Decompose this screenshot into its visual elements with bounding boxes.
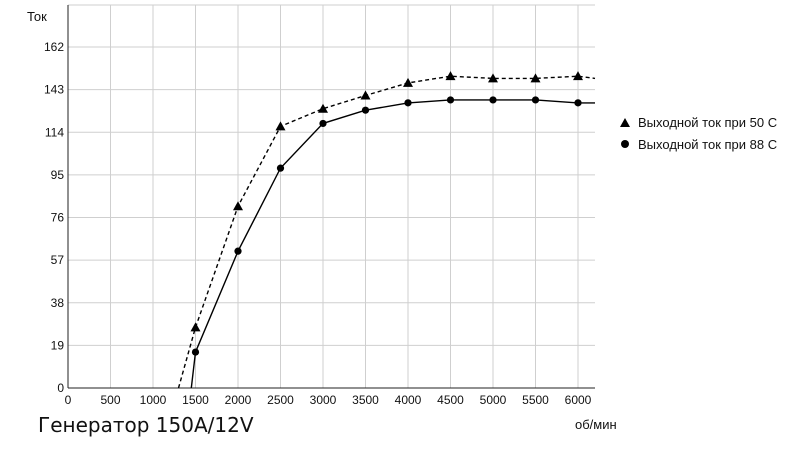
axes xyxy=(67,5,595,389)
data-point-circle xyxy=(191,348,200,356)
series-line-2 xyxy=(190,99,595,389)
legend-item-88c: Выходной ток при 88 С xyxy=(621,137,777,152)
x-tick-label: 1000 xyxy=(140,393,167,407)
x-tick-label: 5500 xyxy=(522,393,549,407)
data-point-triangle xyxy=(403,77,413,87)
data-point-circle xyxy=(319,119,327,128)
data-point-triangle xyxy=(233,201,243,211)
x-tick-label: 1500 xyxy=(182,393,209,407)
y-tick-labels: 0 19 38 57 76 95 114 143 162 xyxy=(44,40,64,395)
legend-label-88c: Выходной ток при 88 С xyxy=(638,137,777,152)
data-point-circle xyxy=(361,106,370,114)
data-point-triangle xyxy=(360,90,371,100)
x-tick-label: 5000 xyxy=(480,393,507,407)
data-point-triangle xyxy=(488,73,498,83)
legend: Выходной ток при 50 С Выходной ток при 8… xyxy=(620,115,777,152)
legend-label-50c: Выходной ток при 50 С xyxy=(638,115,777,130)
x-tick-label: 3500 xyxy=(352,393,379,407)
data-point-circle xyxy=(276,164,285,172)
data-point-triangle xyxy=(573,71,583,81)
x-tick-label: 0 xyxy=(65,393,72,407)
data-point-triangle xyxy=(445,71,456,81)
x-tick-label: 4500 xyxy=(437,393,464,407)
data-point-circle xyxy=(489,96,497,104)
data-point-triangle xyxy=(530,73,541,83)
data-point-triangle xyxy=(318,103,328,113)
data-point-triangle xyxy=(275,121,286,131)
x-tick-label: 2500 xyxy=(267,393,294,407)
x-tick-label: 6000 xyxy=(565,393,592,407)
data-point-circle xyxy=(234,247,242,255)
x-tick-label: 3000 xyxy=(310,393,337,407)
y-tick-label: 0 xyxy=(57,381,64,395)
plot-area xyxy=(68,5,595,388)
series xyxy=(177,71,596,389)
y-tick-label: 19 xyxy=(51,338,65,352)
x-axis-title: об/мин xyxy=(575,417,617,432)
x-tick-label: 4000 xyxy=(395,393,422,407)
triangle-marker-icon xyxy=(620,118,630,127)
data-point-circle xyxy=(574,99,582,107)
data-point-circle xyxy=(446,96,455,104)
y-tick-label: 76 xyxy=(51,211,65,225)
y-tick-label: 57 xyxy=(51,253,65,267)
y-tick-label: 162 xyxy=(44,40,64,54)
grid xyxy=(68,4,595,388)
legend-item-50c: Выходной ток при 50 С xyxy=(620,115,777,130)
x-tick-label: 500 xyxy=(100,393,120,407)
data-point-triangle xyxy=(190,322,201,332)
y-axis-title: Ток xyxy=(27,9,47,24)
caption: Генератор 150A/12V xyxy=(38,413,254,437)
x-tick-labels: 0 500 1000 1500 2000 2500 3000 3500 4000 4500 5000… xyxy=(65,393,592,407)
data-point-circle xyxy=(531,96,540,104)
y-tick-label: 38 xyxy=(51,296,65,310)
data-point-circle xyxy=(404,99,412,107)
x-tick-label: 2000 xyxy=(225,393,252,407)
y-tick-label: 114 xyxy=(45,125,64,139)
y-tick-label: 143 xyxy=(44,83,64,97)
series-line-1 xyxy=(177,75,596,389)
y-tick-label: 95 xyxy=(51,168,65,182)
circle-marker-icon xyxy=(621,140,629,148)
